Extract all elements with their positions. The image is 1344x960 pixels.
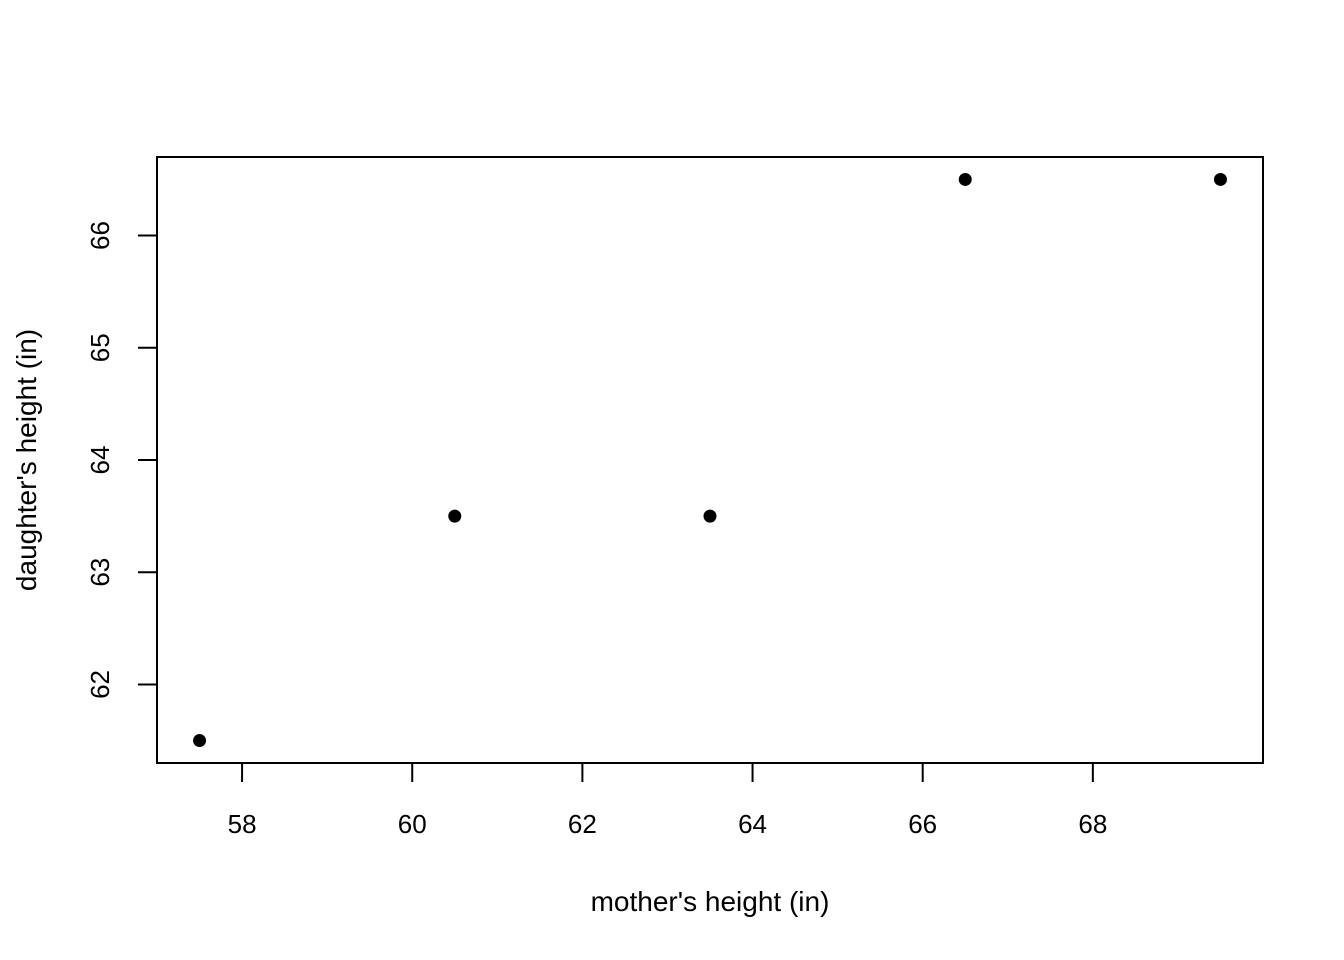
- y-axis-label: daughter's height (in): [11, 329, 42, 591]
- x-tick-label: 58: [228, 809, 257, 839]
- x-axis-label: mother's height (in): [591, 886, 830, 917]
- x-tick-label: 66: [908, 809, 937, 839]
- y-axis: 62 63 64 65 66: [85, 221, 158, 699]
- y-tick-label: 65: [85, 333, 115, 362]
- x-tick-label: 60: [398, 809, 427, 839]
- y-tick-label: 64: [85, 446, 115, 475]
- data-point: [703, 509, 717, 523]
- x-axis: 58 60 62 64 66 68: [228, 762, 1107, 839]
- y-tick-label: 66: [85, 221, 115, 250]
- x-tick-label: 62: [568, 809, 597, 839]
- data-point: [1213, 172, 1227, 186]
- plot-frame: [156, 156, 1264, 764]
- data-point: [958, 172, 972, 186]
- data-point: [448, 509, 462, 523]
- data-point: [193, 734, 207, 748]
- x-tick-label: 68: [1078, 809, 1107, 839]
- x-tick-label: 64: [738, 809, 767, 839]
- y-tick-label: 63: [85, 558, 115, 587]
- data-points: [193, 172, 1227, 748]
- y-tick-label: 62: [85, 670, 115, 699]
